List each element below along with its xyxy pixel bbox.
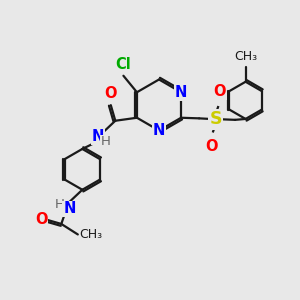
Text: N: N xyxy=(63,202,76,216)
Text: S: S xyxy=(209,110,222,128)
Text: Cl: Cl xyxy=(116,57,131,72)
Text: H: H xyxy=(100,135,110,148)
Text: N: N xyxy=(153,123,165,138)
Text: O: O xyxy=(35,212,48,227)
Text: O: O xyxy=(205,139,218,154)
Text: O: O xyxy=(105,86,117,101)
Text: CH₃: CH₃ xyxy=(234,50,257,62)
Text: O: O xyxy=(214,85,226,100)
Text: N: N xyxy=(175,85,187,100)
Text: H: H xyxy=(54,198,64,211)
Text: N: N xyxy=(92,129,104,144)
Text: CH₃: CH₃ xyxy=(79,228,102,241)
